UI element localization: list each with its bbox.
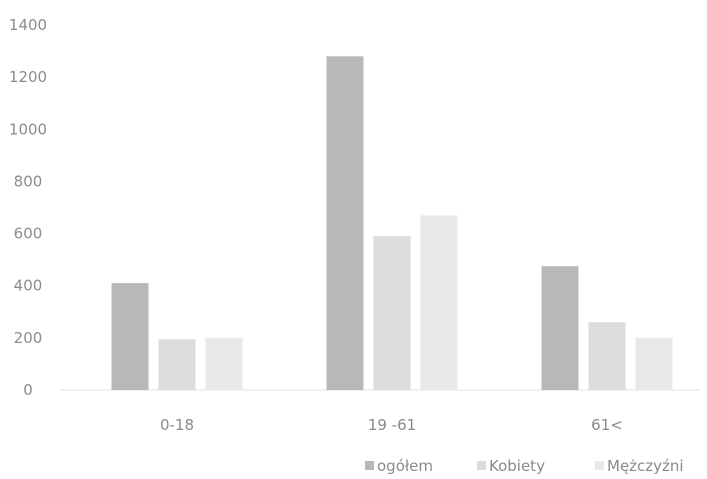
y-tick-label: 0 (23, 381, 33, 399)
bar-kobiety (158, 339, 196, 390)
legend-label: Mężczyźni (607, 457, 684, 475)
legend-swatch (477, 461, 486, 470)
legend-swatch (595, 461, 604, 470)
bar-kobiety (588, 322, 626, 390)
legend: ogółem Kobiety Mężczyźni (365, 457, 684, 475)
bar-mezczyzni (205, 337, 243, 390)
bar-mezczyzni (420, 215, 458, 390)
y-tick-label: 400 (14, 277, 43, 295)
y-tick-label: 200 (14, 329, 43, 347)
y-axis-ticks: 0 200 400 600 800 1000 1200 1400 (9, 16, 47, 399)
x-category-label: 19 -61 (368, 416, 416, 434)
legend-swatch (365, 461, 374, 470)
bar-mezczyzni (635, 337, 673, 390)
bars-group (111, 56, 673, 391)
bar-ogolem (541, 266, 579, 390)
x-axis-categories: 0-18 19 -61 61< (160, 416, 623, 434)
y-tick-label: 600 (14, 225, 43, 243)
y-tick-label: 800 (14, 172, 43, 190)
y-tick-label: 1200 (9, 68, 47, 86)
y-tick-label: 1000 (9, 120, 47, 138)
legend-label: ogółem (377, 457, 433, 475)
bar-ogolem (111, 283, 149, 390)
x-category-label: 0-18 (160, 416, 194, 434)
legend-label: Kobiety (489, 457, 545, 475)
x-category-label: 61< (591, 416, 623, 434)
y-tick-label: 1400 (9, 16, 47, 34)
bar-ogolem (326, 56, 364, 391)
bar-kobiety (373, 236, 411, 390)
